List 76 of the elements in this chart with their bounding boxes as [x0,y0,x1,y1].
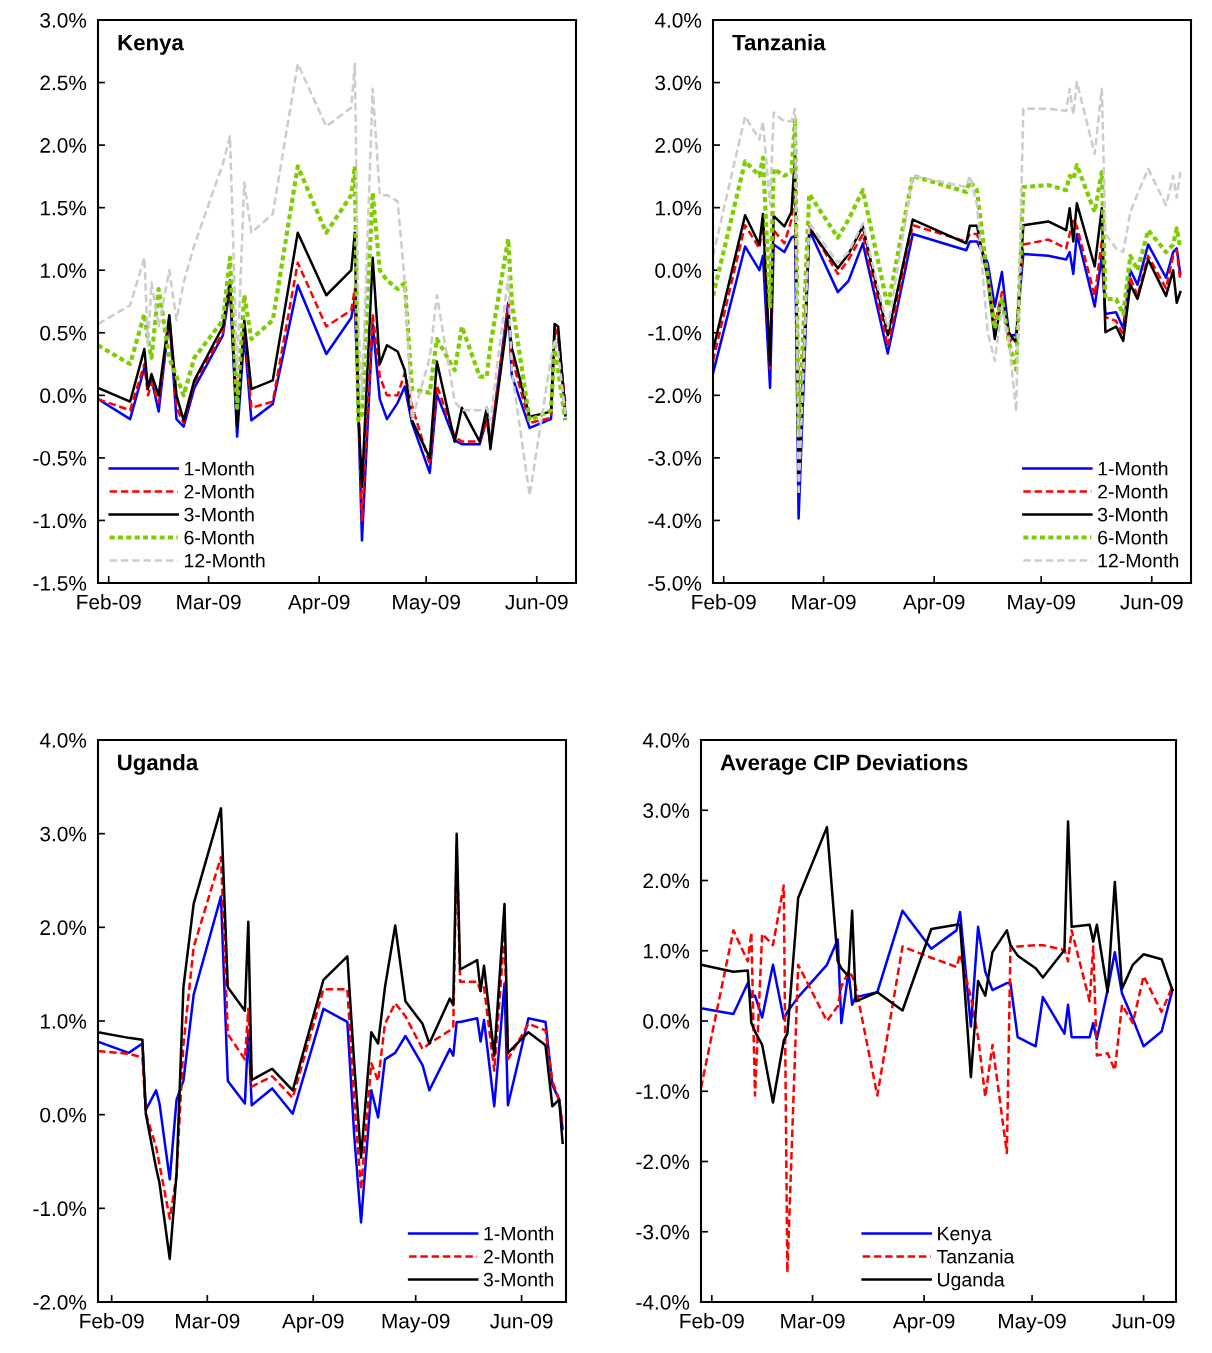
legend-label: 1-Month [484,1226,554,1241]
legend-label: 3-Month [184,507,254,522]
legend-label: 2-Month [184,484,254,499]
x-tick-label: Feb-09 [77,594,141,610]
y-tick-label: 4.0% [654,13,702,28]
legend-label: Uganda [938,1272,1005,1291]
x-tick-label: Apr-09 [287,594,350,614]
y-tick-label: -4.0% [636,1295,690,1310]
y-tick-label: 2.5% [40,75,87,91]
y-tick-label: 4.0% [642,733,690,748]
x-tick-label: Jun-09 [1120,594,1183,610]
y-tick-label: -1.0% [33,1201,87,1217]
x-tick-label: Mar-09 [176,1313,240,1329]
y-tick-label: -3.0% [648,450,702,466]
y-tick-label: 2.0% [40,920,87,936]
x-tick-label: Jun-09 [1112,1313,1175,1329]
x-tick-label: Apr-09 [892,1313,955,1333]
y-tick-label: 4.0% [39,733,87,748]
legend-label: 2-Month [1098,484,1168,499]
x-tick-label: Apr-09 [281,1313,344,1333]
y-tick-label: -1.0% [636,1084,690,1099]
x-tick-label: Jun-09 [490,1313,553,1329]
y-tick-label: 2.0% [40,138,87,153]
x-tick-label: May-09 [999,1313,1066,1333]
legend-label: Kenya [938,1226,992,1245]
legend-label: 6-Month [1098,530,1168,545]
legend-label: Tanzania [936,1249,1015,1264]
y-tick-label: 1.0% [655,200,702,216]
y-tick-label: -1.0% [33,513,87,529]
x-tick-label: May-09 [1008,594,1075,614]
x-tick-label: May-09 [393,594,460,614]
legend-label: 1-Month [1098,461,1168,476]
legend-label: 1-Month [185,461,254,476]
x-tick-label: Feb-09 [692,594,756,610]
y-tick-label: -1.5% [33,576,87,591]
y-tick-label: 1.0% [40,1014,87,1029]
x-tick-label: Jun-09 [505,594,568,610]
legend-label: 3-Month [483,1272,554,1287]
y-tick-label: 0.0% [40,1107,87,1123]
y-tick-label: 0.0% [40,388,87,404]
y-tick-label: -3.0% [636,1224,690,1240]
x-tick-label: Apr-09 [902,594,965,614]
y-tick-label: 3.0% [40,826,87,842]
y-tick-label: -5.0% [648,576,702,591]
y-tick-label: 0.0% [643,1014,690,1029]
y-tick-label: 3.0% [655,75,702,91]
legend-label: 6-Month [184,530,254,545]
text: Kenya [118,34,184,55]
legend-label: 2-Month [483,1249,554,1264]
legend-label: 12-Month [1098,553,1179,568]
legend-label: 3-Month [1097,507,1168,522]
x-tick-label: Feb-09 [680,1313,744,1329]
x-tick-label: Mar-09 [177,594,241,610]
y-tick-label: 2.0% [643,873,690,889]
y-tick-label: -2.0% [33,1295,87,1310]
y-tick-label: -2.0% [648,388,702,404]
y-tick-label: 3.0% [643,803,690,818]
text: Uganda [118,754,199,775]
y-tick-label: 0.5% [40,325,87,341]
legend-label: 12-Month [185,553,265,568]
y-tick-label: 1.0% [643,943,690,959]
x-tick-label: Mar-09 [792,594,856,610]
x-tick-label: May-09 [382,1313,450,1333]
y-tick-label: 0.0% [655,263,702,278]
text: Average CIP Deviations [720,754,968,775]
y-tick-label: 1.0% [40,263,87,278]
y-tick-label: 3.0% [40,13,87,28]
y-tick-label: -4.0% [648,513,702,529]
text: Tanzania [732,34,826,51]
x-tick-label: Feb-09 [80,1313,144,1329]
y-tick-label: -1.0% [648,325,702,341]
x-tick-label: Mar-09 [781,1313,845,1329]
y-tick-label: -2.0% [636,1154,690,1170]
y-tick-label: 2.0% [655,138,702,153]
y-tick-label: 1.5% [40,200,87,216]
y-tick-label: -0.5% [33,450,87,466]
